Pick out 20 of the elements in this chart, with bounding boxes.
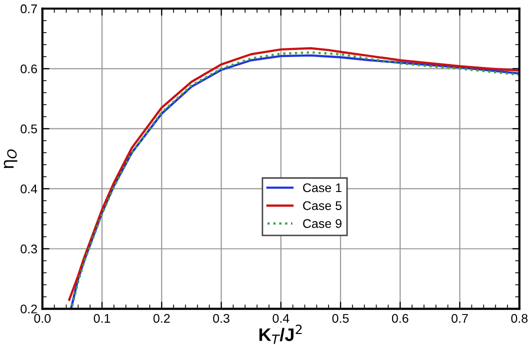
x-tick-label: 0.5 <box>332 314 349 323</box>
legend-label: Case 1 <box>303 183 342 192</box>
y-tick-label: 0.3 <box>20 244 37 254</box>
y-tick-label: 0.5 <box>20 124 38 134</box>
x-tick-label: 0.7 <box>452 314 468 323</box>
x-tick-label: 0.3 <box>213 314 230 323</box>
y-axis-title: η$_{O}$ <box>4 149 18 168</box>
x-tick-label: 0.2 <box>153 314 170 323</box>
x-tick-label: 0.1 <box>94 314 110 323</box>
y-tick-label: 0.4 <box>20 184 38 194</box>
legend-label: Case 9 <box>303 219 342 228</box>
x-tick-label: 0.0 <box>34 314 51 323</box>
x-tick-label: 0.6 <box>392 314 408 323</box>
x-tick-label: 0.4 <box>272 314 290 323</box>
x-tick-label: 0.8 <box>511 314 528 323</box>
y-tick-label: 0.2 <box>20 304 37 314</box>
legend-label: Case 5 <box>303 201 342 210</box>
x-axis-title: K$_{T}$/J$^{2}$ <box>259 324 302 344</box>
y-tick-label: 0.6 <box>20 64 37 74</box>
y-tick-label: 0.7 <box>20 4 37 14</box>
